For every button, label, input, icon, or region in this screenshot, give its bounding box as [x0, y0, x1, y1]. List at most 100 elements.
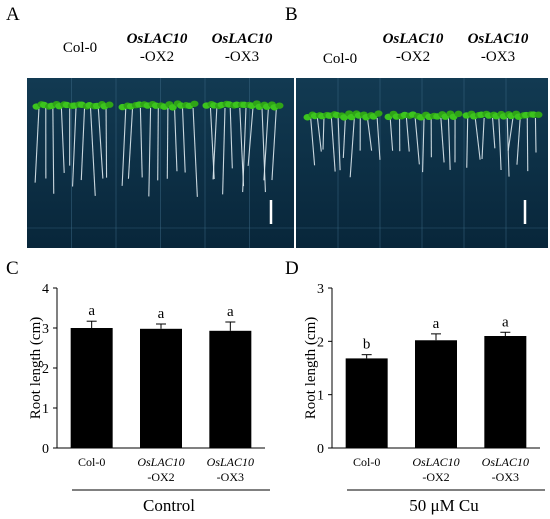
label-line1: OsLAC10 [467, 31, 529, 47]
label-line2: -OX3 [480, 49, 516, 65]
y-tick-label: 0 [317, 442, 324, 457]
x-tick-label: OsLAC10 [137, 455, 184, 469]
x-tick-label: OsLAC10 [412, 455, 459, 469]
significance-letter: a [433, 316, 440, 332]
seedling-root [181, 107, 186, 173]
label-line2: -OX2 [395, 49, 431, 65]
seedling-root [229, 107, 233, 169]
seedling-leaf [275, 102, 284, 109]
x-tick-label: Col-0 [78, 455, 105, 469]
seedling-plate-control [27, 78, 294, 248]
seedling-root [414, 117, 420, 165]
label-line2: -OX3 [224, 49, 260, 65]
condition-label: Control [143, 496, 195, 515]
seedling-leaf [168, 104, 177, 111]
bar [415, 340, 457, 448]
x-tick-label: OsLAC10 [207, 455, 254, 469]
y-tick-label: 1 [317, 389, 324, 404]
seedling-root [80, 107, 86, 181]
seedling-root [330, 117, 336, 172]
seedling-root [242, 107, 247, 193]
panel-b-label-col0: Col-0 [310, 50, 370, 68]
label-line2: Col-0 [322, 51, 358, 67]
x-tick-label: -OX3 [492, 470, 519, 484]
significance-letter: a [502, 314, 509, 330]
seedling-root [271, 107, 277, 181]
seedling-root [105, 107, 108, 178]
seedling-root [89, 107, 96, 196]
bar [140, 328, 182, 448]
seedling-root [422, 117, 425, 173]
label-line2: Col-0 [62, 40, 98, 56]
seedling-root [534, 117, 537, 153]
panel-letter-b: B [285, 4, 298, 25]
seedling-root [389, 117, 394, 151]
seedling-root [376, 117, 381, 160]
panel-letter-c: C [6, 258, 19, 279]
seedling-root [247, 107, 254, 166]
label-line2: -OX2 [139, 49, 175, 65]
bar [209, 330, 252, 448]
seedling-plate-cu [296, 78, 548, 248]
seedling-root [34, 107, 40, 183]
significance-letter: b [363, 337, 371, 353]
x-tick-label: OsLAC10 [482, 455, 529, 469]
seedling-root [121, 107, 127, 186]
label-line1: OsLAC10 [211, 31, 273, 47]
seedling-root [440, 117, 445, 163]
seedling-root [366, 117, 373, 151]
condition-label: 50 μM Cu [409, 496, 479, 515]
label-line1: OsLAC10 [126, 31, 188, 47]
seedling-leaf [190, 100, 199, 107]
seedling-leaf [340, 114, 349, 121]
seedling-photo-cu [296, 78, 548, 248]
y-tick-label: 3 [317, 282, 324, 297]
seedling-root [52, 107, 55, 194]
seedling-root [60, 107, 65, 173]
seedling-root [127, 107, 134, 179]
seedling-root [263, 107, 269, 181]
seedling-photo-control [27, 78, 294, 248]
panel-a-label-ox2: OsLAC10 -OX2 [112, 30, 202, 66]
seedling-root [139, 107, 143, 178]
y-tick-label: 2 [42, 362, 49, 377]
seedling-root [466, 117, 469, 168]
x-tick-label: -OX2 [422, 470, 449, 484]
seedling-root [322, 117, 325, 150]
y-tick-label: 3 [42, 322, 49, 337]
bar [345, 358, 388, 448]
seedling-root [474, 117, 481, 160]
seedling-root [173, 107, 178, 172]
y-tick-label: 2 [317, 335, 324, 350]
seedling-leaf [534, 111, 543, 118]
seedling-root [72, 107, 77, 187]
seedling-root [507, 117, 514, 151]
seedling-root [342, 117, 346, 158]
x-tick-label: Col-0 [353, 455, 380, 469]
bar [70, 328, 113, 448]
panel-b-label-ox3: OsLAC10 -OX3 [453, 30, 543, 66]
y-tick-label: 4 [42, 282, 49, 297]
panel-letter-d: D [285, 258, 299, 279]
seedling-root [447, 117, 451, 170]
panel-a-label-col0: Col-0 [50, 39, 110, 57]
seedling-root [212, 107, 218, 180]
seedling-root [349, 117, 355, 178]
seedling-root [148, 107, 152, 197]
seedling-root [337, 117, 341, 171]
bar [484, 336, 527, 448]
seedling-leaf [105, 101, 114, 108]
seedling-root [97, 107, 104, 179]
y-tick-label: 0 [42, 442, 49, 457]
panel-letter-a: A [6, 4, 20, 25]
seedling-root [481, 117, 485, 160]
seedling-root [157, 107, 159, 181]
seedling-root [310, 117, 316, 166]
seedling-root [166, 107, 169, 179]
y-axis-label: Root length (cm) [303, 317, 319, 419]
x-tick-label: -OX2 [147, 470, 174, 484]
seedling-root [405, 117, 410, 152]
label-line1: OsLAC10 [382, 31, 444, 47]
